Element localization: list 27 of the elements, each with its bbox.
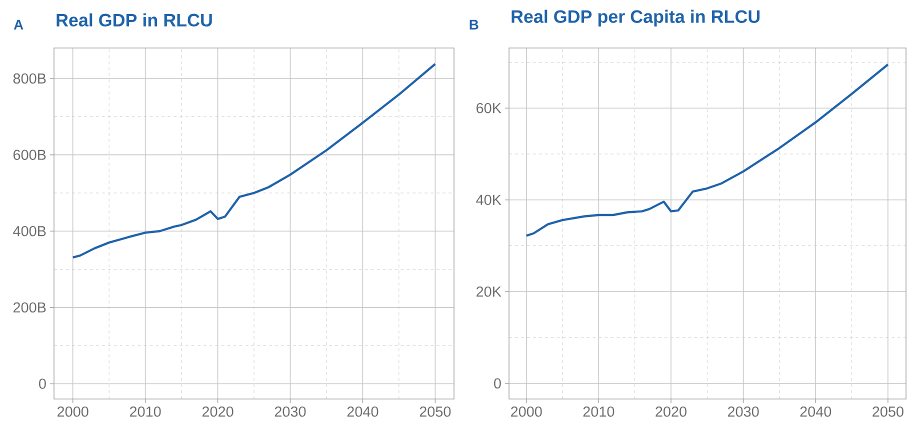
y-tick-label: 200B	[13, 302, 46, 313]
chart-title: Real GDP per Capita in RLCU	[512, 10, 760, 26]
y-tick-label: 60K	[476, 102, 502, 114]
chart-title: Real GDP in RLCU	[56, 13, 212, 26]
x-tick-label: 2040	[347, 406, 378, 417]
x-tick-label: 2010	[130, 406, 161, 417]
y-tick-label: 40K	[476, 194, 502, 205]
y-tick-label: 600B	[13, 150, 46, 160]
y-tick-label: 20K	[476, 286, 502, 297]
x-tick-label: 2050	[872, 406, 904, 417]
y-tick-label: 800B	[13, 73, 46, 84]
x-tick-label: 2020	[202, 406, 234, 417]
line-series	[525, 63, 890, 237]
y-tick-label: 0	[494, 378, 501, 389]
x-tick-label: 2000	[511, 406, 542, 417]
x-tick-label: 2000	[58, 406, 88, 417]
x-tick-label: 2050	[420, 406, 451, 417]
y-tick-label: 400B	[13, 226, 46, 236]
x-tick-label: 2010	[583, 406, 614, 417]
line-series	[72, 62, 436, 259]
x-tick-label: 2030	[274, 406, 306, 417]
text: A	[14, 20, 24, 30]
x-tick-label: 2040	[800, 406, 832, 417]
y-tick-label: 0	[39, 378, 46, 389]
x-tick-label: 2030	[728, 406, 759, 417]
text: B	[470, 20, 478, 30]
x-tick-label: 2020	[656, 406, 686, 417]
